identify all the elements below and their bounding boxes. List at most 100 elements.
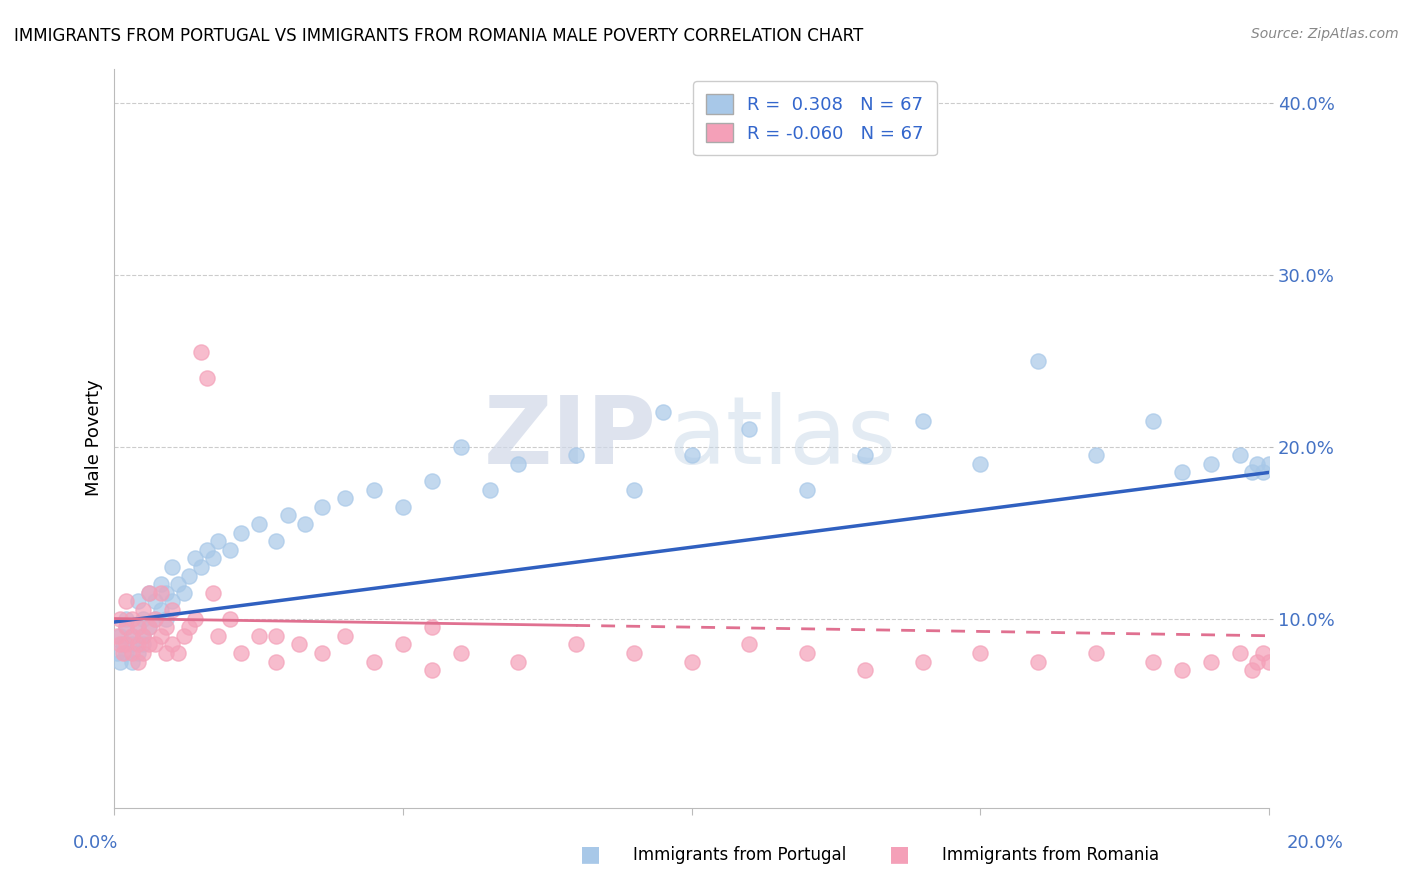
Point — [179, 620, 201, 634]
Point — [143, 611, 166, 625]
Point — [450, 440, 472, 454]
Text: ■: ■ — [581, 845, 600, 864]
Point — [121, 629, 143, 643]
Point — [651, 405, 673, 419]
Point — [132, 629, 155, 643]
Point — [911, 414, 934, 428]
Point — [796, 646, 818, 660]
Point — [218, 611, 240, 625]
Point — [160, 603, 183, 617]
Text: ■: ■ — [890, 845, 910, 864]
Point — [121, 637, 143, 651]
Point — [155, 620, 177, 634]
Point — [335, 629, 357, 643]
Point — [115, 637, 138, 651]
Point — [294, 516, 316, 531]
Point — [121, 611, 143, 625]
Point — [264, 534, 287, 549]
Point — [160, 594, 183, 608]
Point — [911, 655, 934, 669]
Point — [1084, 646, 1107, 660]
Point — [853, 663, 876, 677]
Point — [264, 655, 287, 669]
Point — [115, 594, 138, 608]
Point — [127, 594, 149, 608]
Point — [420, 620, 443, 634]
Point — [1240, 466, 1263, 480]
Point — [132, 637, 155, 651]
Point — [681, 655, 703, 669]
Point — [143, 594, 166, 608]
Point — [155, 586, 177, 600]
Point — [450, 646, 472, 660]
Point — [108, 637, 131, 651]
Point — [149, 577, 172, 591]
Text: atlas: atlas — [668, 392, 897, 484]
Point — [108, 655, 131, 669]
Point — [167, 646, 190, 660]
Point — [201, 586, 224, 600]
Point — [969, 646, 991, 660]
Point — [112, 637, 135, 651]
Point — [1251, 646, 1274, 660]
Point — [264, 629, 287, 643]
Point — [1229, 448, 1251, 462]
Point — [207, 534, 229, 549]
Point — [138, 620, 160, 634]
Point — [155, 646, 177, 660]
Point — [138, 620, 160, 634]
Point — [508, 457, 530, 471]
Point — [173, 629, 195, 643]
Point — [138, 637, 160, 651]
Point — [1199, 457, 1222, 471]
Point — [392, 637, 415, 651]
Point — [218, 542, 240, 557]
Text: Immigrants from Portugal: Immigrants from Portugal — [633, 846, 846, 863]
Point — [184, 611, 207, 625]
Point — [127, 637, 149, 651]
Point — [623, 483, 645, 497]
Point — [179, 568, 201, 582]
Point — [1246, 655, 1268, 669]
Text: IMMIGRANTS FROM PORTUGAL VS IMMIGRANTS FROM ROMANIA MALE POVERTY CORRELATION CHA: IMMIGRANTS FROM PORTUGAL VS IMMIGRANTS F… — [14, 27, 863, 45]
Point — [121, 655, 143, 669]
Point — [127, 646, 149, 660]
Text: 0.0%: 0.0% — [73, 834, 118, 852]
Point — [132, 611, 155, 625]
Legend: R =  0.308   N = 67, R = -0.060   N = 67: R = 0.308 N = 67, R = -0.060 N = 67 — [693, 81, 936, 155]
Point — [173, 586, 195, 600]
Point — [143, 611, 166, 625]
Point — [115, 646, 138, 660]
Point — [138, 586, 160, 600]
Point — [160, 560, 183, 574]
Point — [1171, 466, 1194, 480]
Point — [363, 655, 385, 669]
Point — [1257, 655, 1279, 669]
Point — [207, 629, 229, 643]
Point — [969, 457, 991, 471]
Point — [565, 448, 588, 462]
Point — [108, 611, 131, 625]
Point — [201, 551, 224, 566]
Point — [681, 448, 703, 462]
Point — [288, 637, 311, 651]
Point — [1084, 448, 1107, 462]
Point — [195, 542, 218, 557]
Point — [1246, 457, 1268, 471]
Point — [1142, 414, 1164, 428]
Text: Source: ZipAtlas.com: Source: ZipAtlas.com — [1251, 27, 1399, 41]
Point — [138, 586, 160, 600]
Point — [277, 508, 299, 523]
Point — [149, 629, 172, 643]
Point — [392, 500, 415, 514]
Point — [335, 491, 357, 506]
Point — [160, 637, 183, 651]
Point — [112, 646, 135, 660]
Point — [1142, 655, 1164, 669]
Point — [311, 500, 333, 514]
Point — [190, 560, 212, 574]
Point — [738, 637, 761, 651]
Point — [115, 620, 138, 634]
Point — [195, 371, 218, 385]
Point — [127, 655, 149, 669]
